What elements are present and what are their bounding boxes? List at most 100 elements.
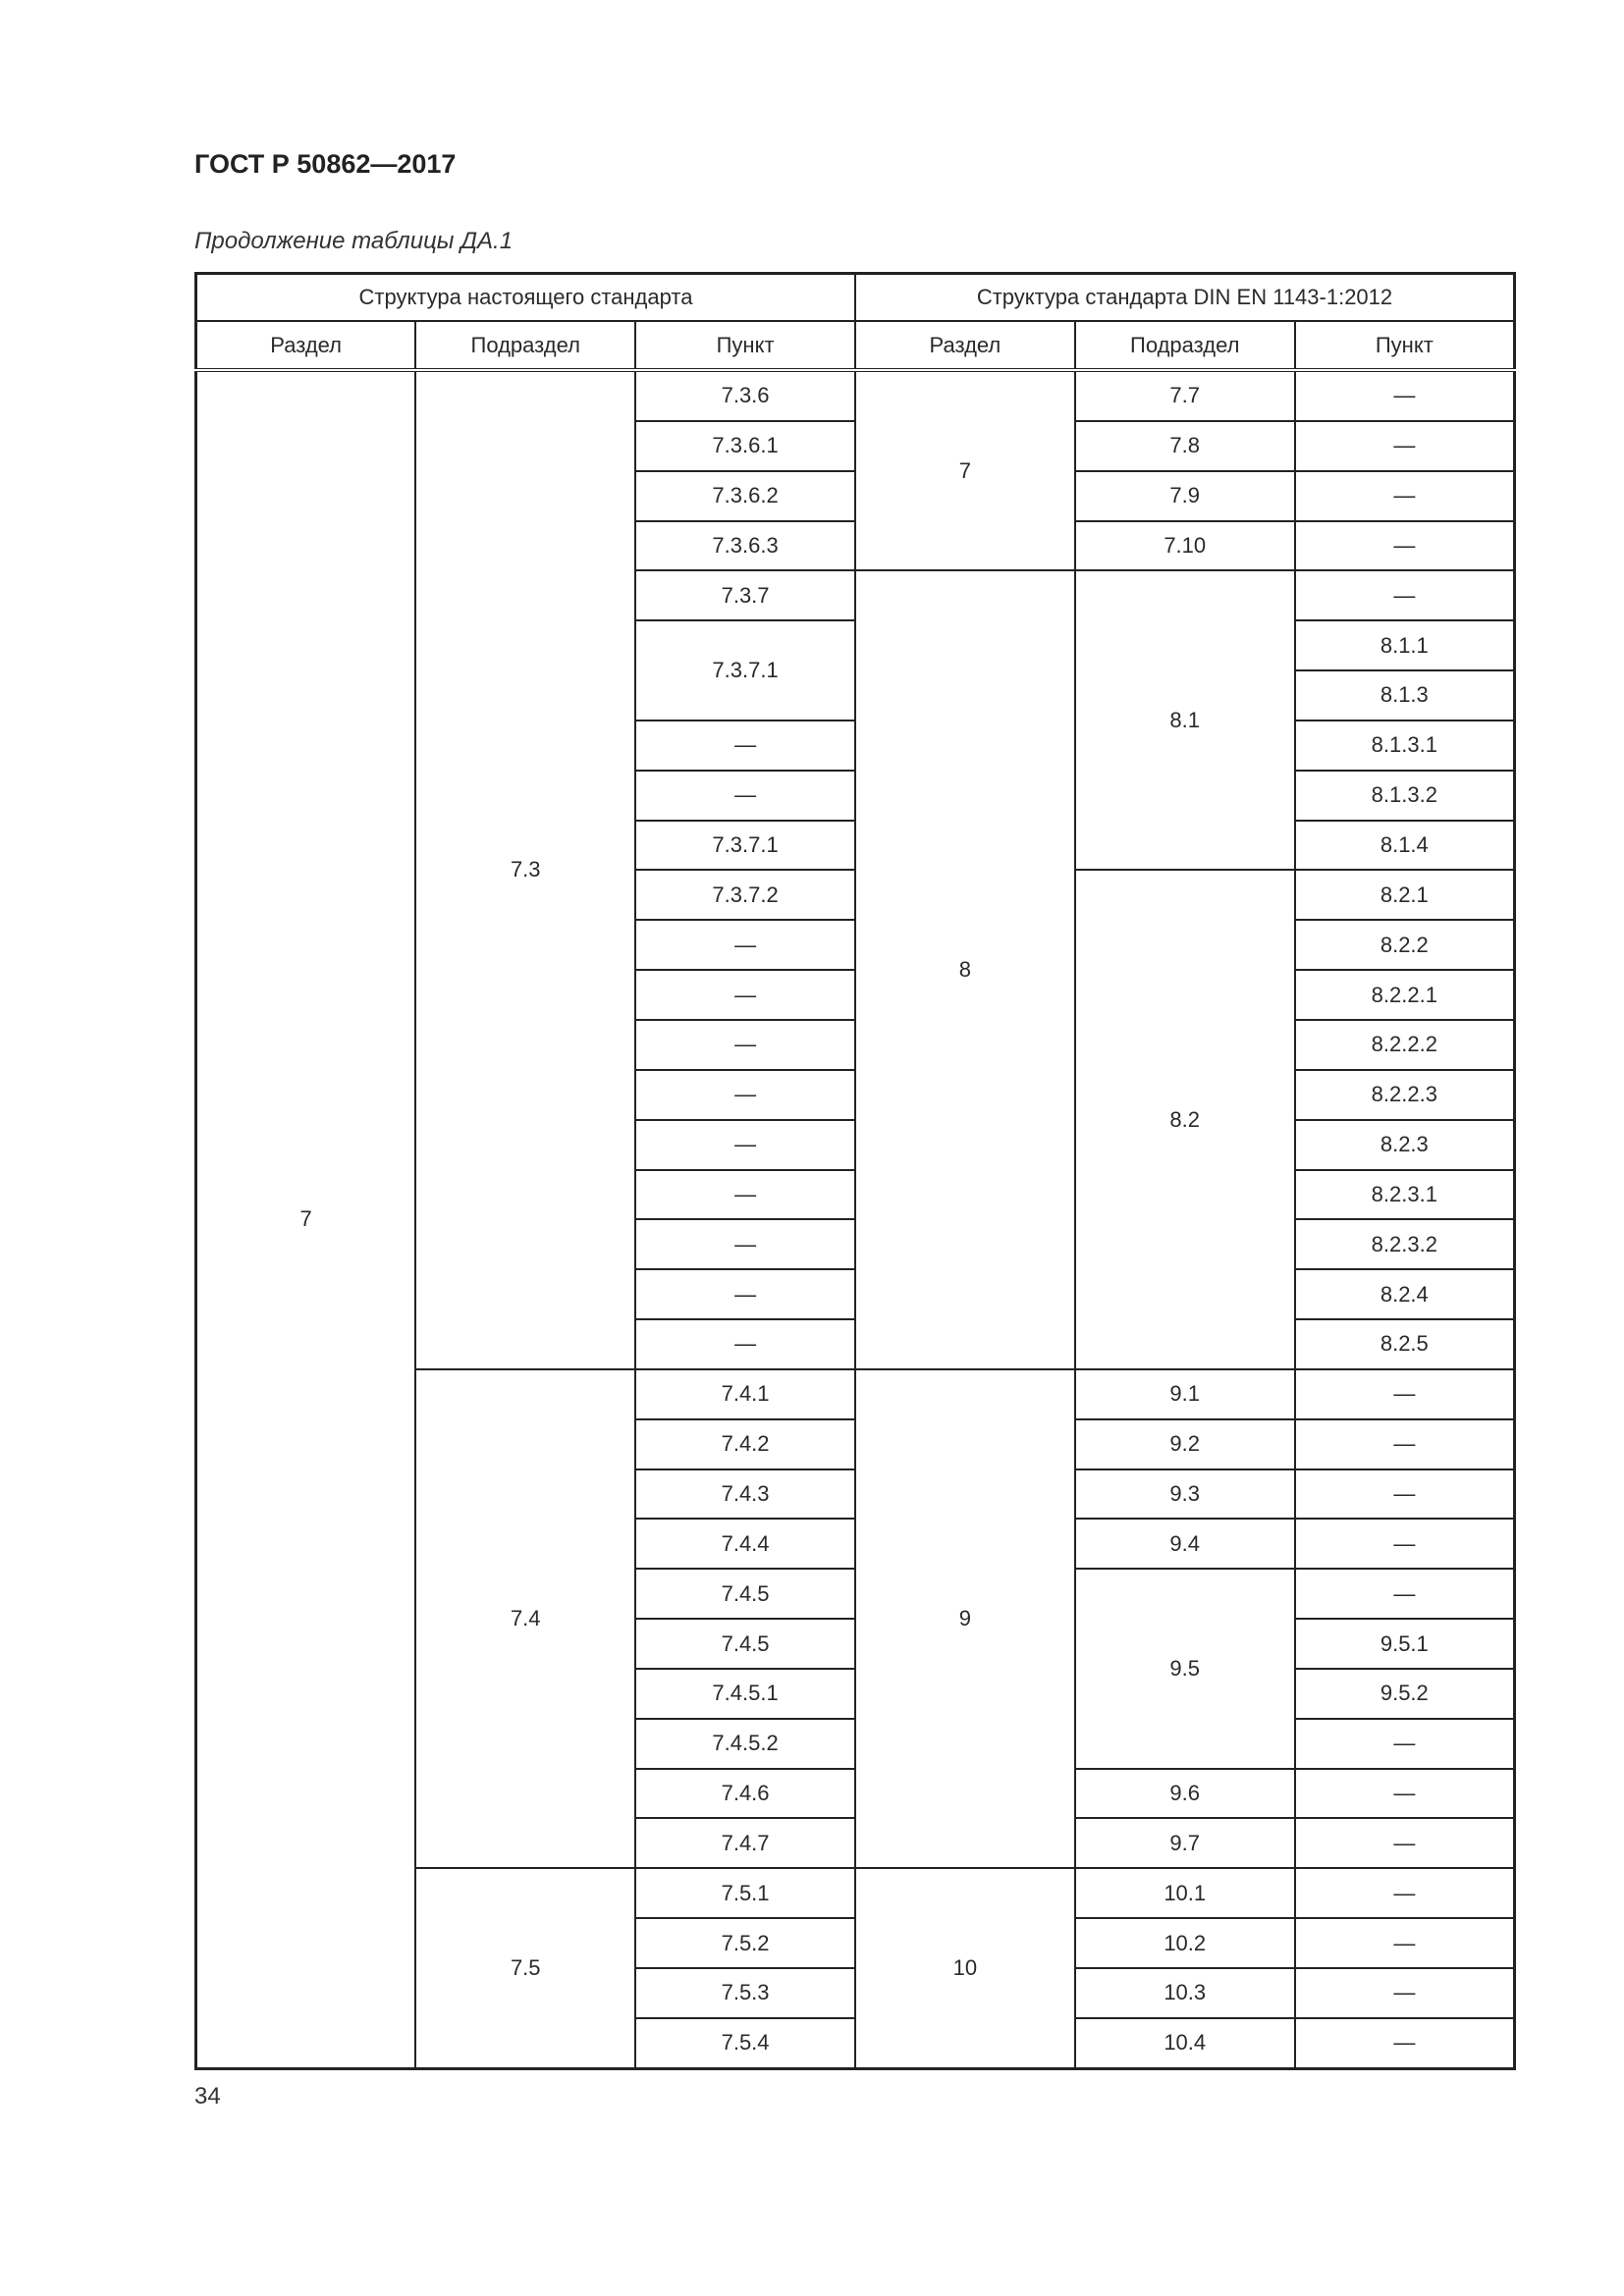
table-cell: 7.4.4 bbox=[634, 1518, 856, 1571]
table-row: 7.3.7 8 8.1— bbox=[196, 569, 1516, 1370]
table-row: 7.4 7.4.1 9 9.1— bbox=[196, 1367, 1516, 1870]
document-title: ГОСТ Р 50862—2017 bbox=[194, 149, 457, 179]
table-cell: 10.4 bbox=[1073, 2016, 1296, 2070]
table-row: — 8.2.2 bbox=[196, 919, 1516, 972]
table-cell: 7.3 bbox=[414, 369, 637, 1370]
table-cell: — bbox=[1293, 1967, 1516, 2019]
table-cell: — bbox=[634, 1168, 856, 1221]
table-cell: 7.4.6 bbox=[634, 1767, 856, 1820]
table-cell: 7.10 bbox=[1073, 519, 1296, 572]
table-cell: 8.1.1 bbox=[1293, 619, 1516, 672]
table-cell: 8.1.3.1 bbox=[1293, 719, 1516, 772]
table-cell: 7.4.3 bbox=[634, 1468, 856, 1521]
table-row: — 8.2.2.1 bbox=[196, 969, 1516, 1021]
table-row: 7.4.4 9.4— bbox=[196, 1518, 1516, 1571]
column-header: Подраздел bbox=[1073, 320, 1296, 372]
table-cell: 7.3.7.1 bbox=[634, 619, 856, 721]
table-cell: 7.4.7 bbox=[634, 1817, 856, 1870]
table-row: 7.4.3 9.3— bbox=[196, 1468, 1516, 1521]
table-cell: — bbox=[634, 769, 856, 822]
table-cell: 8 bbox=[853, 569, 1076, 1370]
table-row: — 8.2.5 bbox=[196, 1318, 1516, 1370]
table-cell: — bbox=[1293, 1817, 1516, 1870]
table-row: 7.5.2 10.2— bbox=[196, 1917, 1516, 1969]
table-row: 7.4.5.1 9.5.2 bbox=[196, 1667, 1516, 1720]
column-header: Пункт bbox=[1293, 320, 1516, 372]
table-cell: 9.5 bbox=[1073, 1568, 1296, 1770]
table-row: 7.4.5 9.5— bbox=[196, 1568, 1516, 1770]
table-cell: 9.6 bbox=[1073, 1767, 1296, 1820]
table-cell: 7.4.2 bbox=[634, 1417, 856, 1470]
table-cell: 7.5 bbox=[414, 1867, 637, 2070]
table-cell: 8.2.3.1 bbox=[1293, 1168, 1516, 1221]
table-cell: 7.3.6.1 bbox=[634, 419, 856, 472]
table-cell: — bbox=[1293, 369, 1516, 422]
table-cell: — bbox=[634, 719, 856, 772]
table-cell: 8.1 bbox=[1073, 569, 1296, 872]
table-cell: 10.3 bbox=[1073, 1967, 1296, 2019]
table-row: 7.4.2 9.2— bbox=[196, 1417, 1516, 1470]
table-cell: 8.2.1 bbox=[1293, 869, 1516, 922]
table-cell: 7.5.1 bbox=[634, 1867, 856, 1920]
table-row: — 8.1.3.1 bbox=[196, 719, 1516, 772]
table-row: 7.3.7.2 8.2 8.2.1 bbox=[196, 869, 1516, 1370]
table-row: 7.5.3 10.3— bbox=[196, 1967, 1516, 2019]
column-header: Пункт bbox=[634, 320, 856, 372]
table-cell: 8.2.5 bbox=[1293, 1318, 1516, 1370]
table-cell: — bbox=[1293, 1367, 1516, 1420]
table-body: 7 7.3 7.3.6 7 7.7—7.3.6.1 7.8—7.3.6.2 7.9—7.3.… bbox=[194, 368, 1516, 2070]
table-row: 7.5.4 10.4— bbox=[196, 2016, 1516, 2070]
table-cell: — bbox=[634, 1218, 856, 1271]
table-cell: 7.3.7.1 bbox=[634, 819, 856, 872]
table-cell: — bbox=[634, 919, 856, 972]
table-cell: — bbox=[634, 1068, 856, 1121]
table-cell: — bbox=[634, 1268, 856, 1321]
column-header: Подраздел bbox=[414, 320, 637, 372]
table-row: — 8.2.4 bbox=[196, 1268, 1516, 1321]
table-cell: 9.2 bbox=[1073, 1417, 1296, 1470]
table-cell: 9 bbox=[853, 1367, 1076, 1870]
table-row: 7.4.5.2 — bbox=[196, 1717, 1516, 1770]
table-cell: — bbox=[1293, 1917, 1516, 1969]
table-cell: 9.5.1 bbox=[1293, 1618, 1516, 1670]
table-cell: 9.5.2 bbox=[1293, 1667, 1516, 1720]
table-cell: 7.3.7 bbox=[634, 569, 856, 622]
table-cell: — bbox=[1293, 1717, 1516, 1770]
table-cell: — bbox=[1293, 569, 1516, 622]
table-row: — 8.2.2.3 bbox=[196, 1068, 1516, 1121]
table-cell: 8.2 bbox=[1073, 869, 1296, 1370]
table-caption: Продолжение таблицы ДА.1 bbox=[194, 228, 514, 254]
table-cell: 8.2.2.1 bbox=[1293, 969, 1516, 1021]
table-cell: — bbox=[1293, 1468, 1516, 1521]
table-cell: 10.2 bbox=[1073, 1917, 1296, 1969]
table-cell: — bbox=[1293, 469, 1516, 522]
table-cell: 8.1.4 bbox=[1293, 819, 1516, 872]
table-cell: 8.1.3.2 bbox=[1293, 769, 1516, 822]
table-cell: — bbox=[1293, 519, 1516, 572]
table-row: — 8.2.2.2 bbox=[196, 1018, 1516, 1071]
group-header-din-en: Структура стандарта DIN EN 1143-1:2012 bbox=[853, 272, 1516, 322]
table-cell: 7.4.5 bbox=[634, 1568, 856, 1621]
table-cell: — bbox=[1293, 1518, 1516, 1571]
table-cell: 8.2.3 bbox=[1293, 1118, 1516, 1171]
table-cell: 7.5.4 bbox=[634, 2016, 856, 2070]
table-cell: 7.3.6.3 bbox=[634, 519, 856, 572]
table-cell: 8.2.4 bbox=[1293, 1268, 1516, 1321]
table-cell: 7 bbox=[853, 368, 1076, 572]
table-row: 7.3.6.1 7.8— bbox=[196, 419, 1516, 472]
table-cell: — bbox=[634, 1018, 856, 1071]
table-cell: — bbox=[1293, 419, 1516, 472]
table-cell: 7.7 bbox=[1073, 369, 1296, 422]
table-row: — 8.1.3.2 bbox=[196, 769, 1516, 822]
table-cell: — bbox=[634, 969, 856, 1021]
table-row: 7.3.7.1 8.1.4 bbox=[196, 819, 1516, 872]
table-cell: — bbox=[634, 1318, 856, 1370]
table-cell: 10 bbox=[853, 1867, 1076, 2070]
table-cell: 9.1 bbox=[1073, 1367, 1296, 1420]
table-cell: 9.3 bbox=[1073, 1468, 1296, 1521]
table-cell: 7.3.6 bbox=[634, 369, 856, 422]
table-cell: 7.8 bbox=[1073, 419, 1296, 472]
table-cell: — bbox=[634, 1118, 856, 1171]
table-cell: 9.7 bbox=[1073, 1817, 1296, 1870]
table-cell: — bbox=[1293, 1867, 1516, 1920]
